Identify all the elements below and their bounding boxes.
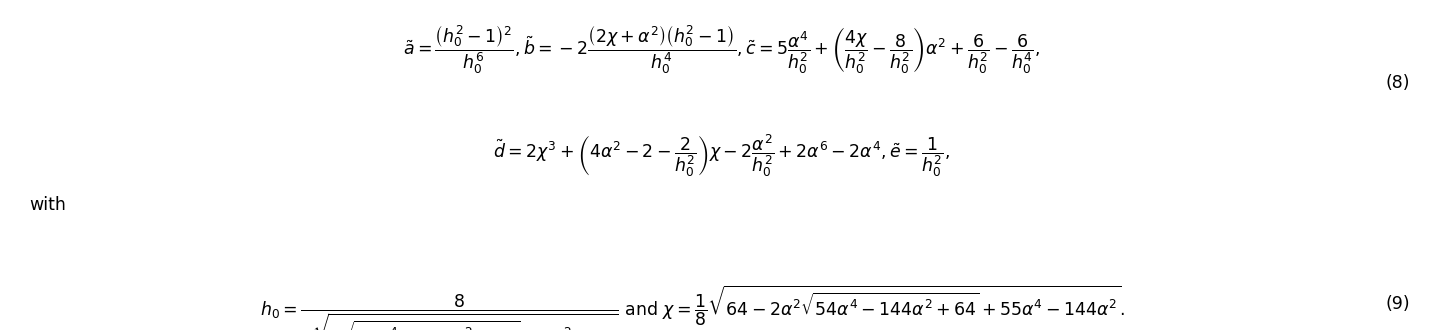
- Text: $\tilde{d} = 2\chi^3 + \left(4\alpha^2 - 2 - \dfrac{2}{h_0^2}\right)\chi - 2\dfr: $\tilde{d} = 2\chi^3 + \left(4\alpha^2 -…: [493, 132, 949, 179]
- Text: $\tilde{a} = \dfrac{\left(h_0^2-1\right)^2}{h_0^6}, \tilde{b} = -2\dfrac{\left(2: $\tilde{a} = \dfrac{\left(h_0^2-1\right)…: [402, 23, 1040, 76]
- Text: with: with: [29, 196, 66, 214]
- Text: $h_0 = \dfrac{8}{\alpha\sqrt{2\sqrt{54\alpha^4-144\alpha^2+64}+9\alpha^2+16}} \t: $h_0 = \dfrac{8}{\alpha\sqrt{2\sqrt{54\a…: [260, 284, 1125, 330]
- Text: (8): (8): [1386, 74, 1410, 91]
- Text: (9): (9): [1386, 295, 1410, 313]
